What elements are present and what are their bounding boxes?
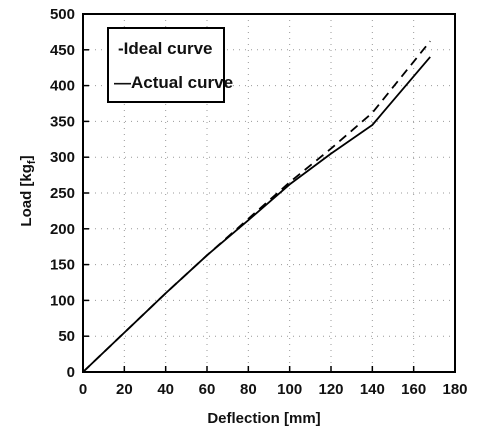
y-tick-label: 350 [50, 113, 75, 130]
y-tick-label: 450 [50, 42, 75, 59]
series-lines [82, 40, 431, 373]
y-axis-label: Load [kgf] [18, 155, 38, 226]
x-tick-label: 140 [360, 381, 385, 398]
x-axis-label: Deflection [mm] [207, 410, 320, 427]
x-tick-label: 120 [318, 381, 343, 398]
x-tick-label: 160 [401, 381, 426, 398]
legend-entry-actual: —Actual curve [114, 73, 233, 92]
plot-frame [82, 13, 456, 373]
x-tick-label: 0 [79, 381, 87, 398]
axis-ticks: 0 20 40 60 80 100 120 140 160 180 0 50 100 150 200 250 3… [50, 6, 468, 398]
grid [83, 14, 455, 372]
x-tick-label: 60 [199, 381, 216, 398]
legend: -Ideal curve —Actual curve [107, 27, 233, 103]
y-tick-label: 50 [58, 328, 75, 345]
y-tick-label: 400 [50, 78, 75, 95]
x-tick-label: 100 [277, 381, 302, 398]
y-tick-label: 0 [67, 364, 75, 381]
series-line-actual-curve [82, 56, 431, 373]
y-tick-label: 150 [50, 257, 75, 274]
x-tick-label: 40 [157, 381, 174, 398]
legend-entry-ideal: -Ideal curve [118, 39, 213, 58]
x-tick-label: 80 [240, 381, 257, 398]
legend-box [107, 27, 225, 103]
y-tick-label: 200 [50, 221, 75, 238]
y-tick-label: 100 [50, 292, 75, 309]
x-tick-label: 180 [442, 381, 467, 398]
y-tick-label: 500 [50, 6, 75, 23]
x-tick-label: 20 [116, 381, 133, 398]
y-tick-label: 300 [50, 149, 75, 166]
y-tick-label: 250 [50, 185, 75, 202]
